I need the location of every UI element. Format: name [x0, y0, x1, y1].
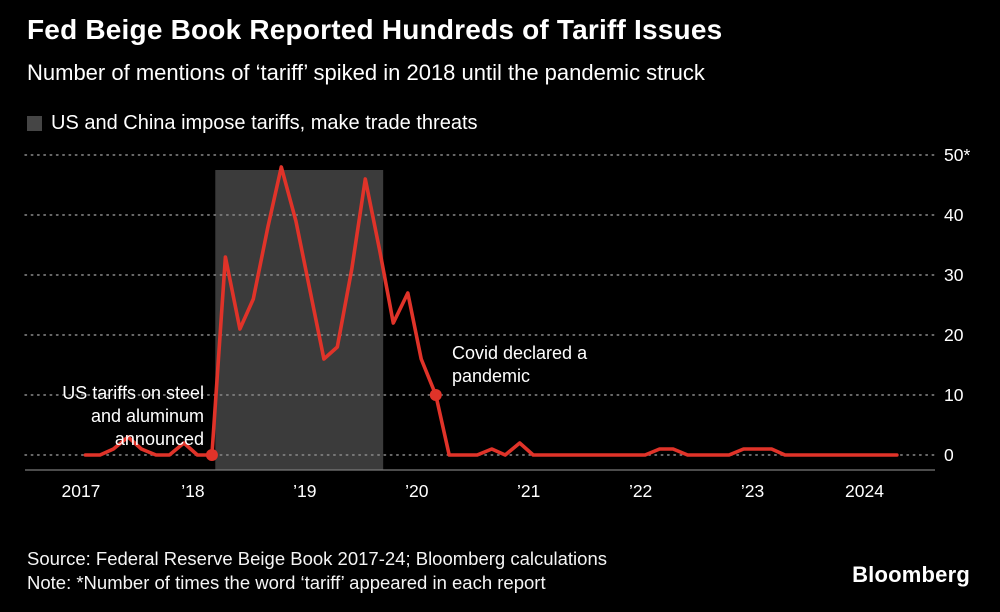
annotation-steel-tariffs: US tariffs on steel and aluminum announc…: [62, 383, 204, 449]
legend-swatch-icon: [27, 116, 42, 131]
y-tick-label: 20: [944, 325, 964, 345]
source-text: Source: Federal Reserve Beige Book 2017-…: [27, 548, 607, 569]
legend: US and China impose tariffs, make trade …: [27, 112, 478, 135]
x-tick-label: ’18: [181, 481, 204, 501]
chart-svg: 0 10 20 30 40 50* 2017 ’18 ’19 ’20 ’21 ’22 ’23 2024: [24, 145, 970, 501]
y-tick-label: 10: [944, 385, 964, 405]
x-tick-label: ’20: [405, 481, 429, 501]
x-tick-label: ’23: [741, 481, 764, 501]
x-tick-label: 2024: [845, 481, 884, 501]
y-tick-label: 50*: [944, 145, 970, 165]
note-text: Note: *Number of times the word ‘tariff’…: [27, 572, 546, 593]
annotation-marker-dot: [429, 389, 442, 401]
x-tick-label: ’22: [629, 481, 652, 501]
chart-subtitle: Number of mentions of ‘tariff’ spiked in…: [27, 60, 705, 85]
annotation-covid-pandemic: Covid declared a pandemic: [452, 343, 588, 386]
annotation-marker-dot: [205, 449, 218, 461]
bloomberg-logo: Bloomberg: [852, 562, 970, 587]
y-tick-label: 30: [944, 265, 964, 285]
x-tick-label: ’19: [293, 481, 316, 501]
legend-label: US and China impose tariffs, make trade …: [51, 112, 478, 134]
chart: 0 10 20 30 40 50* 2017 ’18 ’19 ’20 ’21 ’22 ’23 2024: [0, 140, 1000, 540]
chart-title: Fed Beige Book Reported Hundreds of Tari…: [27, 14, 723, 45]
y-tick-label: 0: [944, 445, 954, 465]
x-tick-label: ’21: [517, 481, 540, 501]
x-tick-label: 2017: [61, 481, 100, 501]
y-tick-label: 40: [944, 205, 964, 225]
tariff-mentions-line: [83, 165, 899, 457]
